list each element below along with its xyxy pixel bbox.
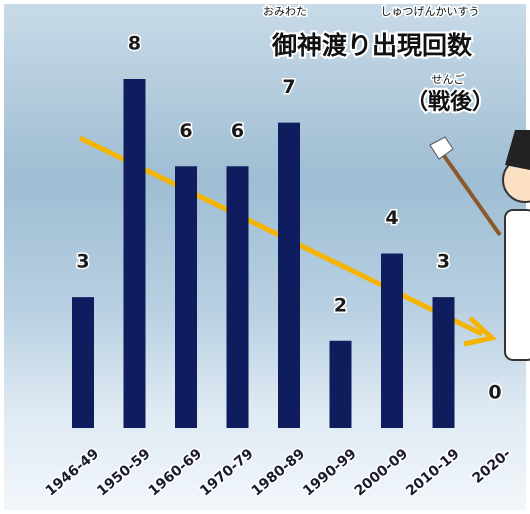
bar bbox=[175, 166, 197, 428]
title-ruby: しゅつげんかいすう bbox=[381, 5, 480, 18]
subtitle-ruby: せんご bbox=[432, 72, 465, 86]
bar bbox=[329, 340, 352, 428]
value-label: 8 bbox=[128, 33, 141, 55]
bar bbox=[226, 166, 249, 428]
value-label: 3 bbox=[437, 251, 450, 273]
title-ruby: おみわた bbox=[263, 5, 307, 18]
bar bbox=[278, 122, 300, 428]
character bbox=[429, 130, 530, 361]
value-label: 6 bbox=[231, 120, 244, 142]
value-label: 0 bbox=[488, 382, 501, 404]
value-label: 3 bbox=[76, 251, 89, 273]
trend-arrow-head bbox=[463, 316, 498, 347]
bar bbox=[381, 253, 403, 428]
value-label: 4 bbox=[385, 207, 398, 229]
bar bbox=[123, 79, 146, 428]
bar bbox=[72, 297, 94, 428]
chart-subtitle: （戦後） bbox=[406, 89, 494, 115]
value-label: 6 bbox=[179, 120, 192, 142]
bar bbox=[432, 297, 455, 428]
value-label: 2 bbox=[334, 294, 347, 316]
value-label: 7 bbox=[282, 76, 295, 98]
chart-title: 御神渡り出現回数 bbox=[271, 31, 473, 60]
